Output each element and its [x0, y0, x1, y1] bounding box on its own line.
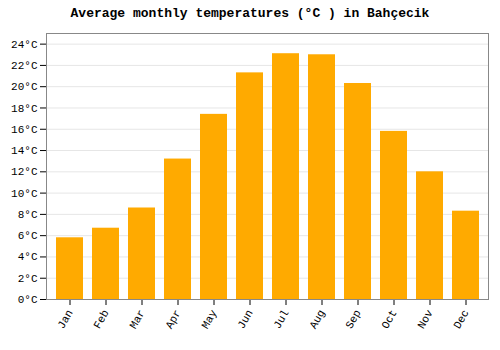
- svg-text:4°C: 4°C: [18, 251, 38, 263]
- svg-text:24°C: 24°C: [11, 39, 38, 51]
- svg-text:20°C: 20°C: [11, 81, 38, 93]
- svg-text:Feb: Feb: [91, 308, 111, 331]
- svg-text:Aug: Aug: [307, 308, 327, 331]
- svg-text:Mar: Mar: [127, 308, 147, 331]
- svg-text:Oct: Oct: [379, 308, 399, 331]
- svg-text:Jan: Jan: [55, 308, 75, 331]
- svg-text:22°C: 22°C: [11, 60, 38, 72]
- svg-text:8°C: 8°C: [18, 209, 38, 221]
- svg-text:16°C: 16°C: [11, 124, 38, 136]
- svg-text:Sep: Sep: [343, 308, 363, 331]
- svg-text:2°C: 2°C: [18, 273, 38, 285]
- svg-text:May: May: [199, 307, 219, 330]
- svg-text:Nov: Nov: [415, 307, 435, 330]
- svg-text:18°C: 18°C: [11, 103, 38, 115]
- svg-text:Jul: Jul: [271, 308, 291, 331]
- svg-text:6°C: 6°C: [18, 230, 38, 242]
- svg-text:Apr: Apr: [163, 308, 183, 331]
- svg-text:Dec: Dec: [451, 308, 471, 331]
- svg-text:0°C: 0°C: [18, 294, 38, 306]
- svg-text:14°C: 14°C: [11, 145, 38, 157]
- svg-text:Jun: Jun: [235, 308, 255, 331]
- html-text:Average monthly temperatures (: Average monthly temperatures (°C ) in Ba…: [70, 6, 430, 21]
- svg-text:12°C: 12°C: [11, 166, 38, 178]
- svg-text:10°C: 10°C: [11, 188, 38, 200]
